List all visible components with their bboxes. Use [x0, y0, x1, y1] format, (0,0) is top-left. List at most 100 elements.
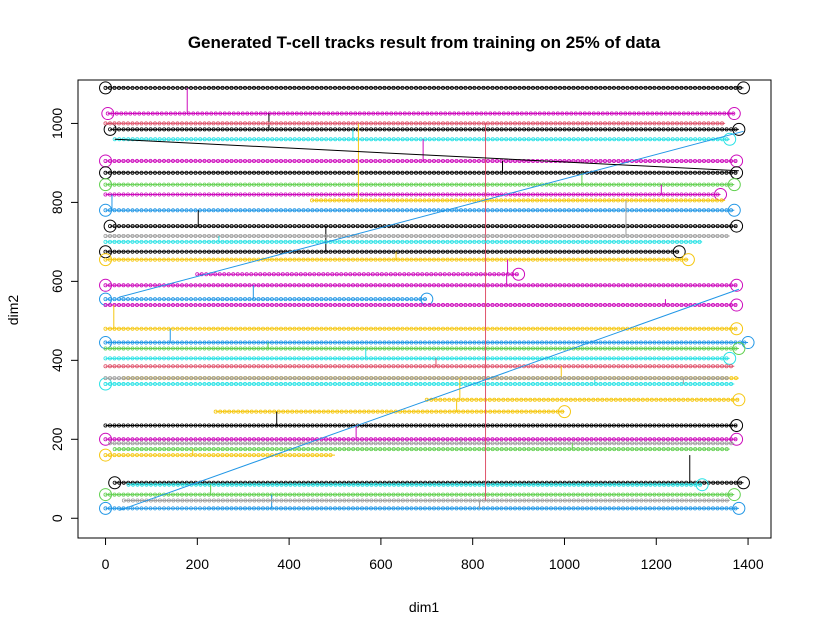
- plot-frame: [77, 79, 772, 539]
- track-end-marker: [557, 405, 571, 419]
- track-end-marker: [730, 418, 744, 432]
- track-points: [310, 198, 724, 203]
- track-points: [424, 397, 740, 402]
- x-tick-label: 600: [369, 556, 393, 572]
- track-series: [103, 121, 726, 501]
- x-axis-label: dim1: [409, 599, 440, 615]
- track-series: [99, 448, 336, 462]
- track-points: [103, 376, 729, 381]
- track-points: [103, 170, 738, 175]
- track-end-marker: [681, 253, 695, 267]
- track-points: [103, 437, 738, 442]
- track-points: [103, 453, 333, 458]
- track-points: [103, 234, 729, 238]
- track-series: [99, 226, 686, 259]
- track-series: [99, 377, 735, 391]
- track-series: [103, 348, 737, 365]
- track-start-marker: [99, 278, 113, 292]
- track-points: [105, 111, 736, 116]
- track-series: [195, 259, 526, 281]
- track-start-marker: [108, 476, 122, 490]
- y-tick-label: 400: [49, 348, 65, 372]
- track-series: [424, 378, 746, 407]
- y-tick-label: 0: [49, 514, 65, 522]
- track-series: [99, 160, 744, 180]
- track-series: [310, 123, 726, 203]
- chart-title: Generated T-cell tracks result from trai…: [188, 33, 661, 52]
- track-points: [103, 326, 738, 331]
- track-start-marker: [101, 107, 115, 121]
- track-series: [99, 494, 746, 515]
- track-end-marker: [741, 336, 755, 350]
- track-end-marker: [732, 501, 746, 515]
- track-end-marker: [736, 81, 750, 95]
- track-points: [213, 409, 565, 414]
- track-series: [213, 399, 571, 419]
- track-series: [103, 305, 744, 336]
- y-tick-label: 800: [49, 191, 65, 215]
- track-series: [99, 484, 741, 502]
- track-points: [112, 480, 743, 485]
- track-series: [108, 455, 750, 490]
- track-series: [108, 439, 735, 446]
- track-series: [99, 285, 434, 306]
- track-end-marker: [732, 122, 746, 136]
- y-tick-label: 600: [49, 269, 65, 293]
- track-start-marker: [99, 448, 113, 462]
- track-points: [103, 192, 720, 197]
- track-points: [103, 239, 702, 244]
- x-tick-label: 1200: [641, 556, 672, 572]
- track-start-marker: [99, 81, 113, 95]
- track-series: [103, 341, 746, 355]
- track-points: [103, 492, 733, 497]
- x-tick-label: 800: [461, 556, 485, 572]
- track-end-marker: [732, 341, 746, 355]
- track-start-marker: [103, 219, 117, 233]
- track-series: [99, 425, 744, 446]
- track-series: [103, 200, 730, 238]
- track-start-marker: [99, 253, 113, 267]
- track-points: [108, 127, 738, 132]
- track-end-marker: [727, 107, 741, 121]
- track-series: [103, 298, 744, 312]
- x-tick-label: 1000: [549, 556, 580, 572]
- track-series: [103, 113, 746, 136]
- track-series: [103, 235, 703, 244]
- track-series: [99, 328, 755, 350]
- track-end-marker: [723, 132, 737, 146]
- x-axis: 0 200 400 600 800 1000 1200 1400: [102, 537, 764, 572]
- track-points: [108, 441, 734, 446]
- track-series: [103, 210, 744, 233]
- track-end-marker: [727, 488, 741, 502]
- track-series: [101, 87, 741, 121]
- track-end-marker: [730, 432, 744, 446]
- track-diagonal: [119, 288, 740, 511]
- y-tick-label: 200: [49, 427, 65, 451]
- track-series: [99, 274, 744, 292]
- track-end-marker: [736, 476, 750, 490]
- track-start-marker: [99, 432, 113, 446]
- track-series: [103, 411, 744, 432]
- track-series: [121, 498, 730, 509]
- track-points: [103, 297, 427, 302]
- track-points: [103, 283, 738, 288]
- track-end-marker: [730, 322, 744, 336]
- track-end-marker: [512, 267, 526, 281]
- track-points: [103, 249, 679, 254]
- track-points: [103, 159, 738, 163]
- x-tick-label: 400: [277, 556, 301, 572]
- track-end-marker: [723, 351, 737, 365]
- track-series: [99, 251, 695, 267]
- track-points: [121, 498, 729, 503]
- track-end-marker: [695, 478, 709, 492]
- y-axis-label: dim2: [5, 295, 21, 326]
- track-diagonal: [119, 130, 744, 298]
- track-points: [103, 423, 738, 428]
- track-end-marker: [732, 393, 746, 407]
- y-axis: 0 200 400 600 800 1000: [49, 108, 79, 522]
- track-end-marker: [727, 178, 741, 192]
- track-points: [103, 356, 729, 361]
- track-series: [112, 443, 730, 452]
- track-start-marker: [99, 501, 113, 515]
